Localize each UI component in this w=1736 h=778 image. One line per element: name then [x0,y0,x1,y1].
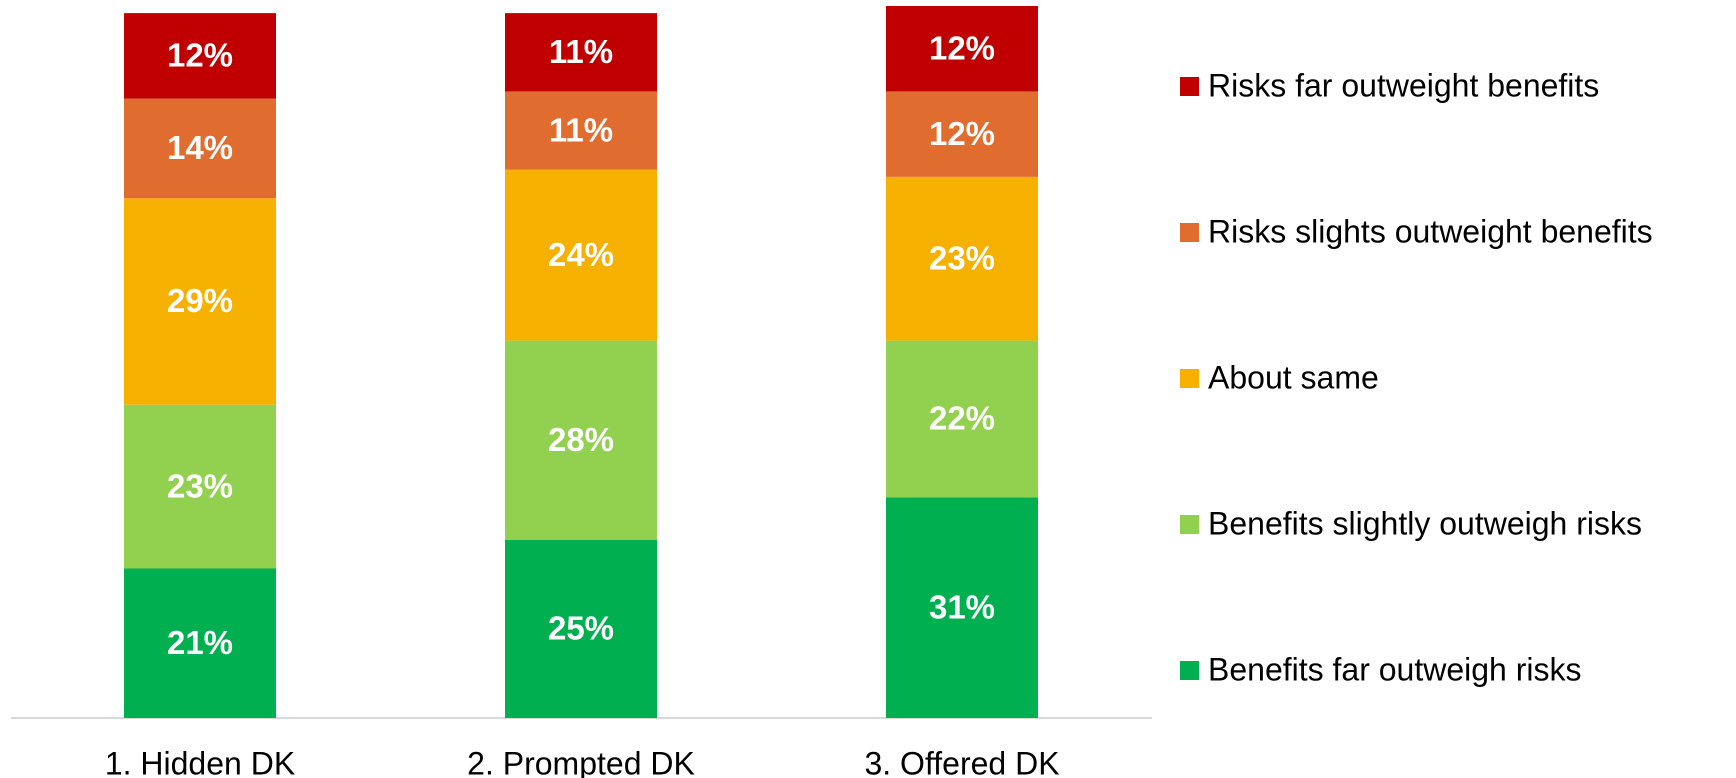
bar-segment [886,6,1038,92]
bar-segment [124,568,276,718]
data-label: 23% [167,467,233,504]
bar-segment [124,98,276,199]
data-label: 22% [929,400,995,437]
legend-swatch [1180,661,1199,680]
x-tick-label: 1. Hidden DK [105,745,295,778]
data-label: 12% [929,29,995,66]
data-label: 23% [929,239,995,276]
data-label: 14% [167,129,233,166]
bar-segment [124,404,276,569]
data-label: 28% [548,421,614,458]
data-label: 12% [167,37,233,74]
data-label: 29% [167,282,233,319]
data-label: 31% [929,588,995,625]
legend-label: Benefits slightly outweigh risks [1208,505,1642,541]
data-label: 21% [167,624,233,661]
bar-segment [505,340,657,540]
data-label: 24% [548,236,614,273]
bar-segment [886,91,1038,177]
legend-swatch [1180,77,1199,96]
legend-swatch [1180,515,1199,534]
bar-segment [505,91,657,170]
x-tick-label: 3. Offered DK [864,745,1059,778]
bar-segment [124,198,276,405]
bar-segment [124,13,276,99]
legend-label: Benefits far outweigh risks [1208,651,1582,687]
x-tick-label: 2. Prompted DK [467,745,695,778]
bar-segment [886,340,1038,498]
legend-swatch [1180,223,1199,242]
bar-segment [505,540,657,718]
bar-segment [886,176,1038,341]
legend-swatch [1180,369,1199,388]
legend-label: Risks slights outweight benefits [1208,213,1653,249]
bar-segment [505,169,657,341]
data-label: 11% [549,33,613,70]
data-label: 11% [549,111,613,148]
data-label: 12% [929,115,995,152]
bar-segment [505,13,657,92]
bar-segment [886,497,1038,718]
legend-label: Risks far outweight benefits [1208,67,1599,103]
legend-label: About same [1208,359,1379,395]
data-label: 25% [548,610,614,647]
